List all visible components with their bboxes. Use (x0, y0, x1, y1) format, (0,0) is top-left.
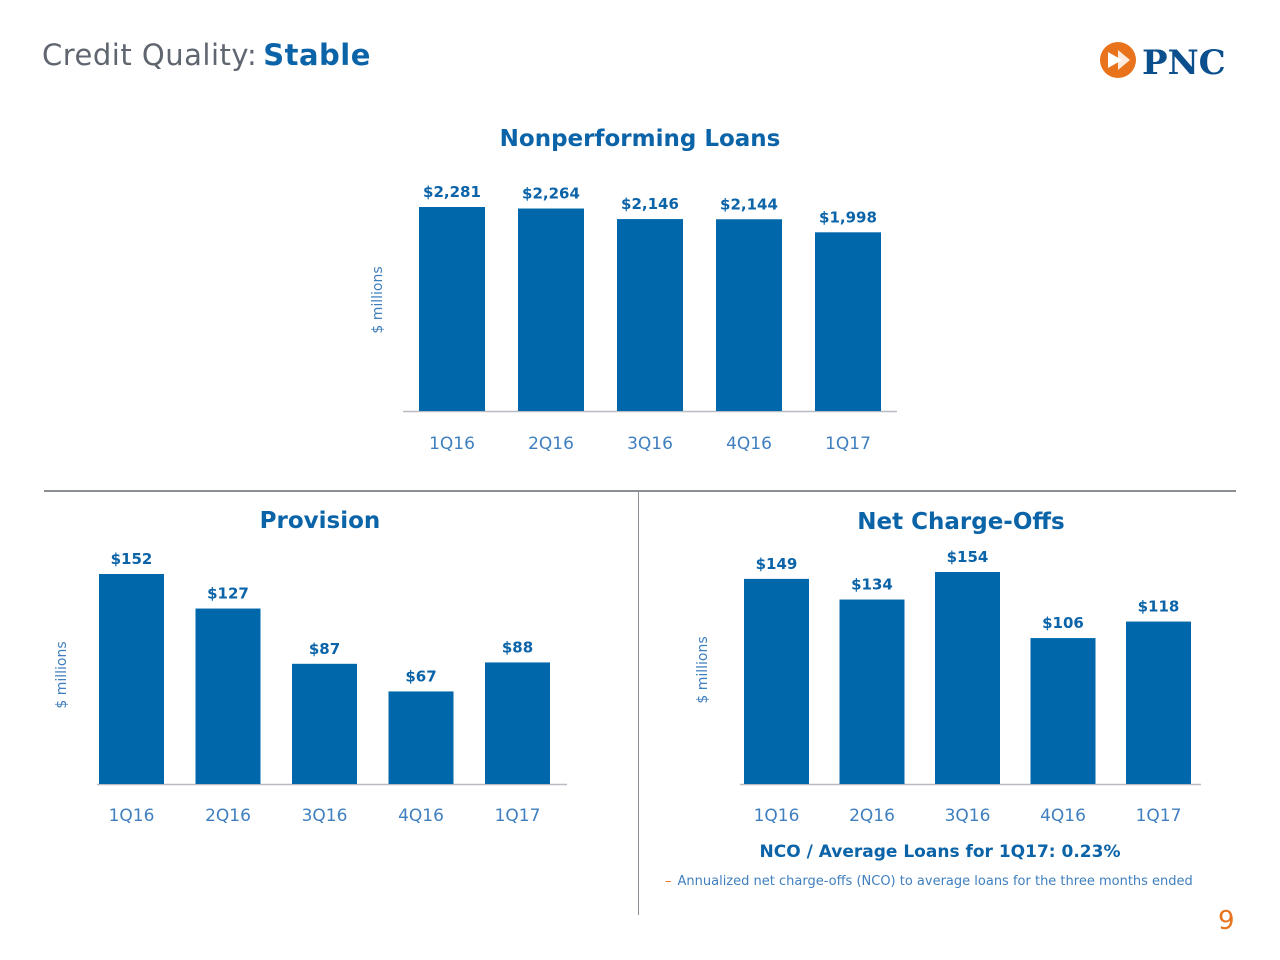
bar-3Q16 (617, 219, 683, 411)
data-label: $2,144 (720, 195, 778, 213)
footnote-dash: – (665, 874, 672, 889)
title-prefix: Credit Quality: (42, 38, 258, 72)
chart-title: Nonperforming Loans (500, 126, 781, 152)
title-accent: Stable (263, 38, 371, 72)
x-tick-label: 1Q16 (429, 434, 475, 454)
x-tick-label: 2Q16 (205, 806, 251, 826)
bar-1Q16 (419, 207, 485, 411)
x-tick-label: 4Q16 (398, 806, 444, 826)
footnote-text: Annualized net charge-offs (NCO) to aver… (677, 874, 1193, 889)
data-label: $2,264 (522, 185, 580, 203)
x-tick-label: 3Q16 (627, 434, 673, 454)
bar-4Q16 (388, 691, 454, 784)
x-tick-label: 3Q16 (302, 806, 348, 826)
data-label: $154 (947, 548, 989, 566)
pnc-logo: PNC (1100, 42, 1226, 83)
x-tick-label: 4Q16 (726, 434, 772, 454)
provision-chart: Provision $ millions $152 1Q16 $127 2Q16 $87 3Q… (54, 508, 567, 826)
section-divider-horizontal (44, 490, 1236, 492)
bar-1Q17 (1126, 621, 1191, 784)
x-tick-label: 1Q17 (495, 806, 541, 826)
net-charge-offs-chart: Net Charge-Offs $ millions $149 1Q16 $134 2Q1… (695, 509, 1201, 826)
data-label: $149 (756, 555, 798, 573)
y-axis-label: $ millions (370, 266, 386, 333)
x-tick-label: 3Q16 (945, 806, 991, 826)
data-label: $2,146 (621, 195, 679, 213)
bar-3Q16 (935, 572, 1000, 784)
x-tick-label: 2Q16 (528, 434, 574, 454)
section-divider-vertical (638, 491, 639, 915)
data-label: $2,281 (423, 183, 481, 201)
bar-1Q16 (744, 578, 809, 784)
bar-2Q16 (839, 599, 905, 784)
x-tick-label: 2Q16 (849, 806, 895, 826)
data-label: $118 (1138, 598, 1180, 616)
bar-1Q16 (99, 574, 164, 784)
data-label: $67 (405, 667, 436, 685)
data-label: $152 (111, 550, 153, 568)
data-label: $134 (851, 576, 893, 594)
x-tick-label: 1Q16 (109, 806, 155, 826)
bar-3Q16 (292, 663, 357, 784)
bar-2Q16 (518, 208, 584, 411)
x-tick-label: 1Q16 (754, 806, 800, 826)
bar-1Q17 (815, 232, 881, 411)
x-tick-label: 1Q17 (825, 434, 871, 454)
y-axis-label: $ millions (695, 636, 711, 703)
page-number: 9 (1218, 906, 1235, 936)
data-label: $106 (1042, 614, 1084, 632)
y-axis-label: $ millions (54, 641, 70, 708)
bar-1Q17 (485, 662, 550, 784)
bar-4Q16 (1030, 638, 1096, 784)
chart-title: Net Charge-Offs (857, 509, 1064, 535)
bar-2Q16 (195, 608, 261, 784)
data-label: $88 (502, 638, 533, 656)
footnote: – Annualized net charge-offs (NCO) to ave… (665, 874, 1193, 889)
chart-title: Provision (260, 508, 381, 534)
nco-ratio-note: NCO / Average Loans for 1Q17: 0.23% (759, 842, 1121, 862)
data-label: $1,998 (819, 208, 877, 226)
logo-text: PNC (1142, 43, 1226, 83)
x-tick-label: 1Q17 (1136, 806, 1182, 826)
data-label: $87 (309, 640, 340, 658)
nonperforming-loans-chart: Nonperforming Loans $ millions $2,281 1Q16 $… (370, 126, 897, 454)
data-label: $127 (207, 585, 249, 603)
x-tick-label: 4Q16 (1040, 806, 1086, 826)
page-title: Credit Quality: Stable (42, 38, 371, 72)
bar-4Q16 (716, 219, 782, 411)
